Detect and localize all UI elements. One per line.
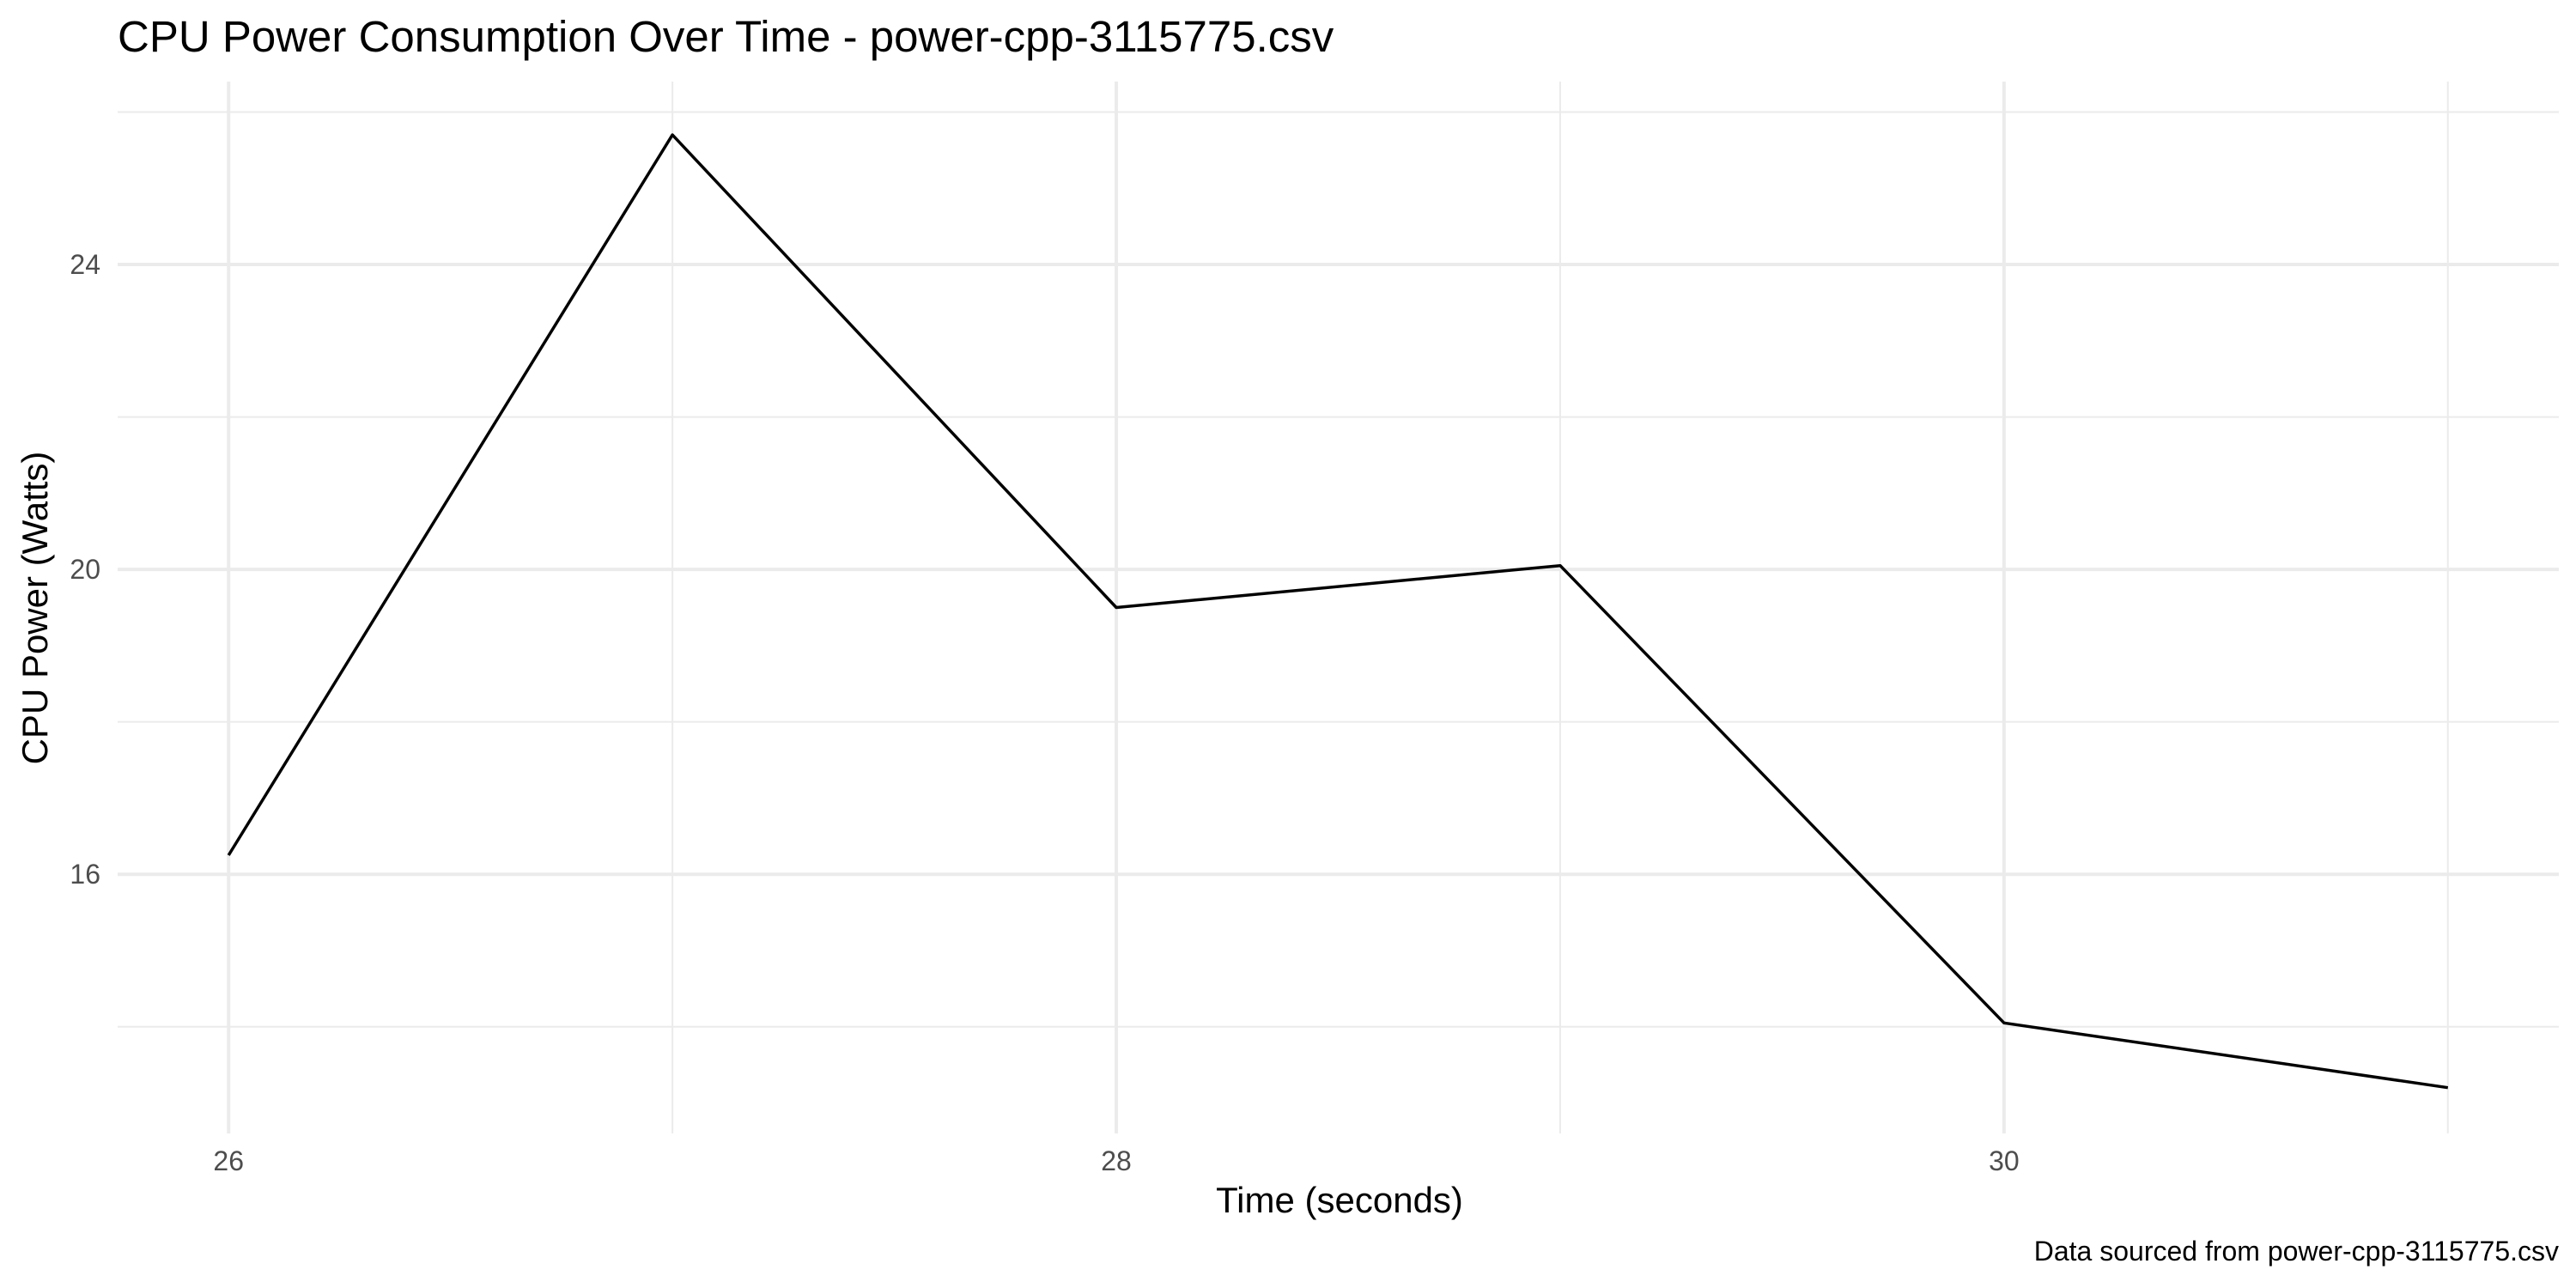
grid bbox=[118, 82, 2559, 1133]
y-axis-title: CPU Power (Watts) bbox=[15, 452, 55, 765]
cpu-power-line bbox=[227, 133, 2449, 1090]
y-axis-ticks: 16 20 24 bbox=[70, 249, 100, 890]
x-axis-title: Time (seconds) bbox=[1216, 1180, 1463, 1220]
series bbox=[227, 133, 2449, 1090]
y-tick-label: 20 bbox=[70, 554, 100, 585]
chart-title: CPU Power Consumption Over Time - power-… bbox=[118, 12, 1334, 61]
y-tick-label: 16 bbox=[70, 859, 100, 890]
x-tick-label: 28 bbox=[1101, 1145, 1132, 1176]
x-tick-label: 30 bbox=[1989, 1145, 2020, 1176]
chart-caption: Data sourced from power-cpp-3115775.csv bbox=[2034, 1236, 2559, 1267]
x-tick-label: 26 bbox=[213, 1145, 244, 1176]
x-axis-ticks: 26 28 30 bbox=[213, 1145, 2019, 1176]
y-tick-label: 24 bbox=[70, 249, 100, 280]
